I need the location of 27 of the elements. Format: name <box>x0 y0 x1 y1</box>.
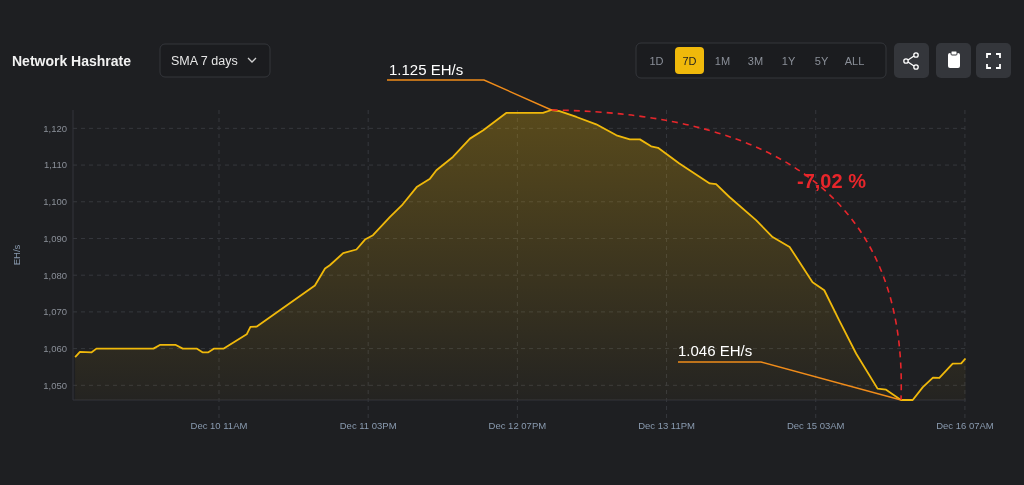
y-tick-label: 1,060 <box>43 342 67 354</box>
y-tick-label: 1,090 <box>43 232 67 244</box>
y-tick-label: 1,120 <box>43 122 67 134</box>
chart-title: Network Hashrate <box>12 53 132 69</box>
y-axis-title: EH/s <box>11 244 22 266</box>
text: 7D <box>682 55 697 67</box>
text: 1D <box>649 55 664 67</box>
text: 1Y <box>781 55 796 67</box>
x-tick-label: Dec 13 11PM <box>638 420 696 431</box>
text: 3M <box>747 55 764 67</box>
text: 5Y <box>814 55 829 67</box>
x-tick-label: Dec 11 03PM <box>339 420 397 431</box>
annotation: 1.125 EH/s <box>389 61 464 78</box>
y-tick-label: 1,050 <box>43 379 67 391</box>
annotation: -7,02 % <box>797 170 867 192</box>
x-tick-label: Dec 10 11AM <box>190 420 248 431</box>
y-tick-label: 1,100 <box>43 196 67 208</box>
x-tick-label: Dec 16 07AM <box>936 420 994 431</box>
annotation: 1.046 EH/s <box>678 342 753 359</box>
text: SMA 7 days <box>171 54 238 68</box>
text: 1M <box>714 55 731 67</box>
y-tick-label: 1,080 <box>43 269 67 281</box>
x-tick-label: Dec 12 07PM <box>488 420 547 431</box>
x-tick-label: Dec 15 03AM <box>786 420 845 431</box>
text: ALL <box>844 55 865 67</box>
y-tick-label: 1,070 <box>43 306 67 318</box>
y-tick-label: 1,110 <box>43 159 67 171</box>
